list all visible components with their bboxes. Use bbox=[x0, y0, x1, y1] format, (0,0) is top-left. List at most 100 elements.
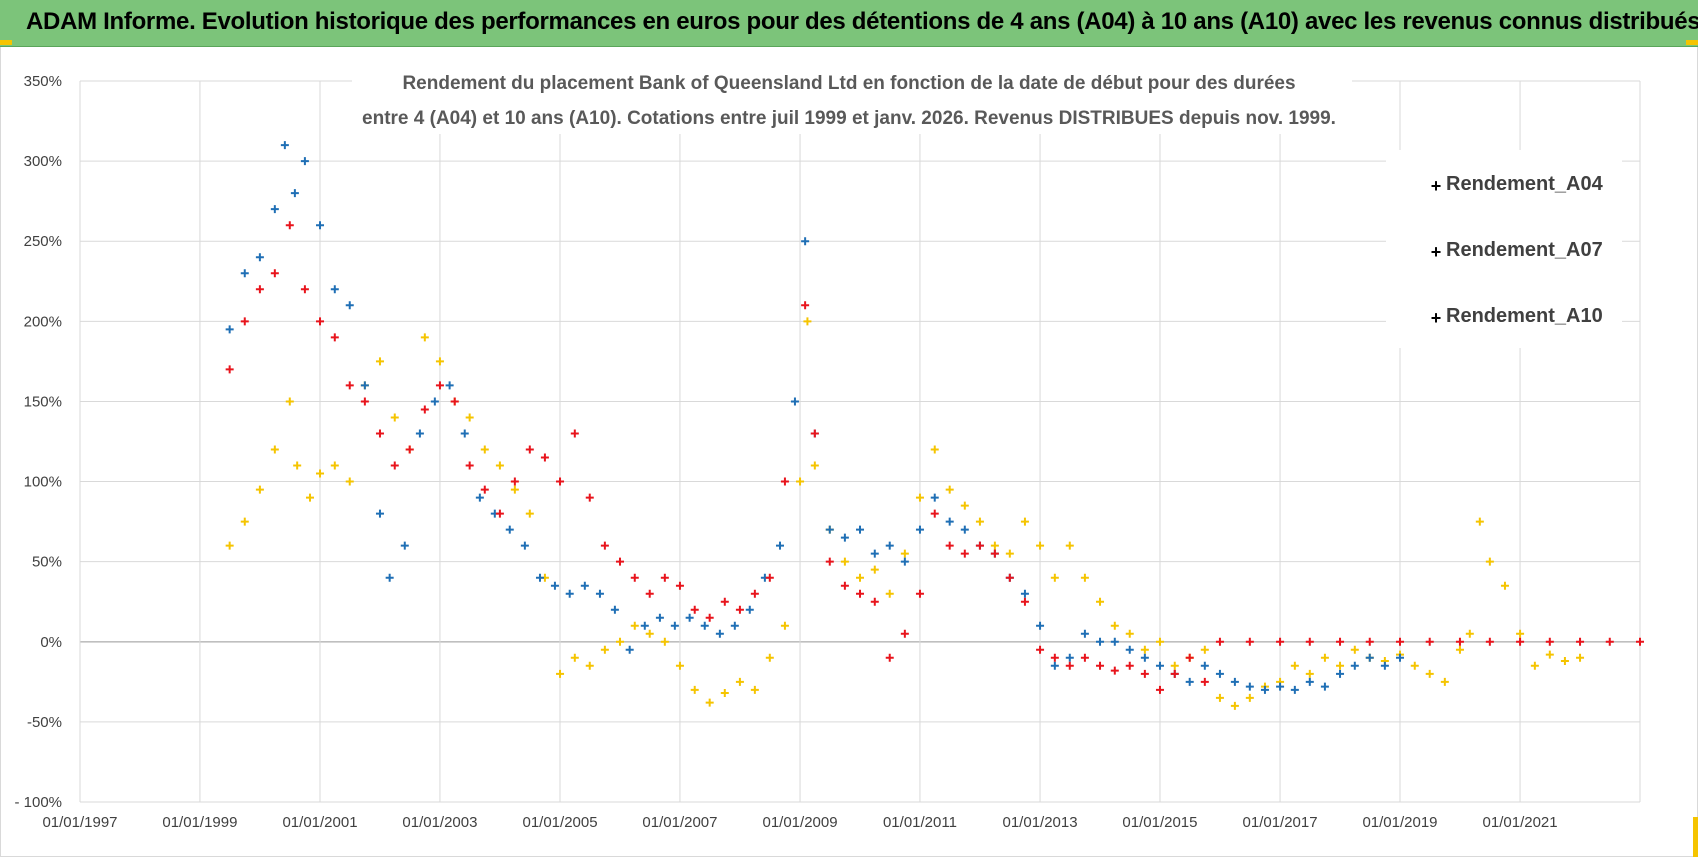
data-point-Rendement_A10 bbox=[1125, 661, 1134, 670]
data-point-Rendement_A10 bbox=[810, 429, 819, 438]
banner-title: ADAM Informe. Evolution historique des p… bbox=[26, 8, 1698, 35]
data-point-Rendement_A07 bbox=[1110, 637, 1119, 646]
data-point-Rendement_A07 bbox=[1290, 685, 1299, 694]
series-Rendement_A04 bbox=[225, 317, 1585, 710]
data-point-Rendement_A07 bbox=[445, 381, 454, 390]
data-point-Rendement_A04 bbox=[690, 685, 699, 694]
data-point-Rendement_A04 bbox=[1290, 661, 1299, 670]
data-point-Rendement_A04 bbox=[645, 629, 654, 638]
data-point-Rendement_A04 bbox=[1576, 653, 1585, 662]
data-point-Rendement_A10 bbox=[1636, 637, 1644, 646]
data-point-Rendement_A10 bbox=[645, 589, 654, 598]
data-point-Rendement_A04 bbox=[1516, 629, 1525, 638]
data-point-Rendement_A10 bbox=[870, 597, 879, 606]
chart-title-line-1: Rendement du placement Bank of Queenslan… bbox=[402, 73, 1295, 94]
data-point-Rendement_A10 bbox=[750, 589, 759, 598]
subtitle-background bbox=[352, 64, 1352, 134]
data-point-Rendement_A07 bbox=[790, 397, 799, 406]
data-point-Rendement_A04 bbox=[1036, 541, 1045, 550]
data-point-Rendement_A07 bbox=[1155, 661, 1164, 670]
data-point-Rendement_A10 bbox=[330, 333, 339, 342]
x-tick-label: 01/01/2001 bbox=[282, 814, 357, 831]
data-point-Rendement_A07 bbox=[930, 493, 939, 502]
data-point-Rendement_A04 bbox=[990, 541, 999, 550]
data-point-Rendement_A04 bbox=[1455, 645, 1464, 654]
data-point-Rendement_A10 bbox=[630, 573, 639, 582]
data-point-Rendement_A10 bbox=[825, 557, 834, 566]
data-point-Rendement_A07 bbox=[1080, 629, 1089, 638]
data-point-Rendement_A04 bbox=[1005, 549, 1014, 558]
data-point-Rendement_A04 bbox=[810, 461, 819, 470]
data-point-Rendement_A07 bbox=[255, 253, 264, 262]
data-point-Rendement_A04 bbox=[465, 413, 474, 422]
data-point-Rendement_A04 bbox=[930, 445, 939, 454]
data-point-Rendement_A04 bbox=[495, 461, 504, 470]
data-point-Rendement_A07 bbox=[730, 621, 739, 630]
data-point-Rendement_A07 bbox=[330, 285, 339, 294]
x-tick-label: 01/01/2009 bbox=[762, 814, 837, 831]
data-point-Rendement_A07 bbox=[1320, 682, 1329, 691]
data-point-Rendement_A04 bbox=[975, 517, 984, 526]
data-point-Rendement_A10 bbox=[1185, 653, 1194, 662]
data-point-Rendement_A10 bbox=[1215, 637, 1224, 646]
data-point-Rendement_A07 bbox=[640, 621, 649, 630]
data-point-Rendement_A07 bbox=[270, 205, 279, 214]
data-point-Rendement_A04 bbox=[720, 689, 729, 698]
data-point-Rendement_A10 bbox=[345, 381, 354, 390]
data-point-Rendement_A10 bbox=[1155, 685, 1164, 694]
legend-marker-a04: + bbox=[1431, 176, 1442, 196]
x-tick-label: 01/01/1997 bbox=[42, 814, 117, 831]
data-point-Rendement_A07 bbox=[1200, 661, 1209, 670]
data-point-Rendement_A10 bbox=[525, 445, 534, 454]
data-point-Rendement_A07 bbox=[610, 605, 619, 614]
data-point-Rendement_A10 bbox=[1605, 637, 1614, 646]
data-point-Rendement_A10 bbox=[1065, 661, 1074, 670]
data-point-Rendement_A07 bbox=[565, 589, 574, 598]
legend-label-a07: Rendement_A07 bbox=[1446, 239, 1603, 261]
data-point-Rendement_A07 bbox=[1336, 669, 1345, 678]
y-tick-label: - 100% bbox=[14, 794, 62, 811]
data-point-Rendement_A07 bbox=[415, 429, 424, 438]
data-point-Rendement_A04 bbox=[870, 565, 879, 574]
data-point-Rendement_A07 bbox=[1365, 653, 1374, 662]
data-point-Rendement_A10 bbox=[480, 485, 489, 494]
corner-accent-bottom-right bbox=[1693, 817, 1698, 857]
x-tick-label: 01/01/2015 bbox=[1122, 814, 1197, 831]
data-point-Rendement_A10 bbox=[856, 589, 864, 598]
data-point-Rendement_A07 bbox=[595, 589, 604, 598]
data-point-Rendement_A04 bbox=[1230, 701, 1239, 710]
data-point-Rendement_A10 bbox=[510, 477, 519, 486]
data-point-Rendement_A07 bbox=[775, 541, 784, 550]
legend-marker-a07: + bbox=[1431, 242, 1442, 262]
data-point-Rendement_A10 bbox=[1455, 637, 1464, 646]
data-point-Rendement_A07 bbox=[945, 517, 954, 526]
data-point-Rendement_A04 bbox=[750, 685, 759, 694]
data-point-Rendement_A10 bbox=[990, 549, 999, 558]
data-point-Rendement_A04 bbox=[780, 621, 789, 630]
data-point-Rendement_A04 bbox=[900, 549, 909, 558]
legend-background bbox=[1386, 150, 1622, 348]
data-point-Rendement_A04 bbox=[1350, 645, 1359, 654]
data-point-Rendement_A10 bbox=[720, 597, 729, 606]
series-Rendement_A07 bbox=[225, 141, 1404, 694]
data-point-Rendement_A04 bbox=[1125, 629, 1134, 638]
data-point-Rendement_A10 bbox=[1050, 653, 1059, 662]
data-point-Rendement_A07 bbox=[1260, 685, 1269, 694]
data-point-Rendement_A10 bbox=[300, 285, 309, 294]
data-point-Rendement_A07 bbox=[385, 573, 394, 582]
y-tick-label: 100% bbox=[24, 474, 62, 491]
x-tick-label: 01/01/2019 bbox=[1362, 814, 1437, 831]
data-point-Rendement_A04 bbox=[585, 661, 594, 670]
legend-label-a10: Rendement_A10 bbox=[1446, 305, 1603, 327]
y-tick-label: 50% bbox=[32, 554, 62, 571]
data-point-Rendement_A07 bbox=[400, 541, 409, 550]
data-point-Rendement_A04 bbox=[1080, 573, 1089, 582]
legend-marker-a10: + bbox=[1431, 308, 1442, 328]
data-point-Rendement_A10 bbox=[556, 477, 565, 486]
data-point-Rendement_A04 bbox=[1440, 677, 1449, 686]
data-point-Rendement_A07 bbox=[535, 573, 544, 582]
data-point-Rendement_A04 bbox=[285, 397, 294, 406]
data-point-Rendement_A10 bbox=[360, 397, 369, 406]
data-point-Rendement_A10 bbox=[1336, 637, 1345, 646]
